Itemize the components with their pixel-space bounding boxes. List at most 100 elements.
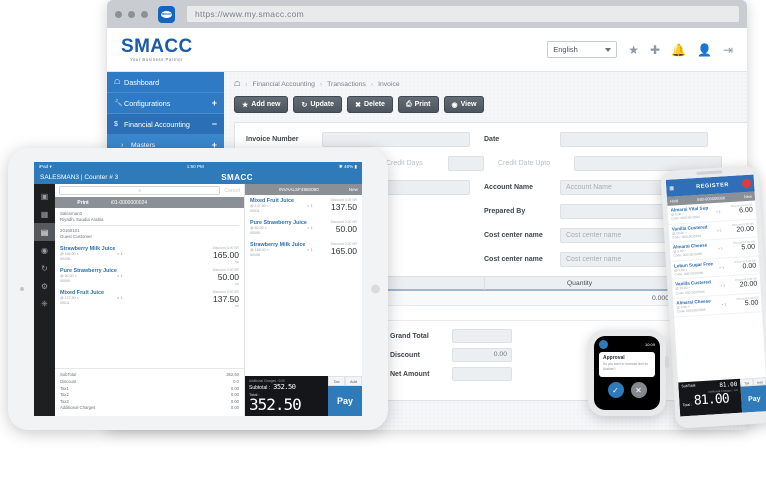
sidebar-item-financial-accounting[interactable]: $ Financial Accounting − [107, 114, 224, 135]
right-invoice-number: INVAALSF4950080 [279, 187, 319, 192]
card-icon[interactable]: ▦ [40, 209, 49, 219]
list-item[interactable]: Mixed Fruit Juice @ 137.50 × 00011 × 1 D… [55, 287, 244, 309]
total-label: Tax1 [60, 385, 69, 391]
pos-pay-tabs: Tax Add [328, 376, 362, 386]
star-icon[interactable]: ★ [628, 42, 639, 57]
refresh-icon[interactable]: ↻ [41, 263, 48, 273]
print-button[interactable]: Print [77, 199, 89, 206]
delete-button[interactable]: ✖ Delete [347, 96, 393, 113]
credit-days-input[interactable] [448, 156, 484, 171]
window-maximize-dot[interactable] [141, 10, 148, 18]
pos-amount-display: Additional Charges : 0.00 Subtotal : 352… [245, 376, 328, 416]
window-close-dot[interactable] [115, 10, 122, 18]
list-item[interactable]: Strawberry Milk Juice @ 165.00 × 00106 ×… [245, 239, 362, 261]
tax-tab[interactable]: Tax [328, 376, 345, 386]
grand-total-input[interactable] [452, 329, 512, 343]
breadcrumb-item-invoice[interactable]: Invoice [378, 80, 400, 88]
print-button[interactable]: ⎙ Print [397, 96, 439, 113]
sidebar-expand[interactable]: + [211, 140, 217, 150]
total-label: Discount [60, 379, 77, 385]
sidebar-collapse[interactable]: − [211, 119, 217, 129]
smartwatch-device: 10:09 Approval Do you want to increase l… [588, 330, 669, 416]
additional-charges-text: Additional Charges : 0.00 [249, 379, 285, 383]
new-button[interactable]: New [348, 187, 358, 192]
add-tab[interactable]: Add [345, 376, 362, 386]
total-row-net-amount: Net Amount [390, 367, 512, 381]
pos-right-panel: INVAALSF4950080 New Mixed Fruit Juice @ … [244, 184, 362, 416]
item-rate: @ 50.00 × [60, 274, 77, 278]
toolbar: ★ Add new ↻ Update ✖ Delete ⎙ Print ◉ [234, 96, 747, 113]
invoice-number-input[interactable] [322, 132, 470, 147]
plus-icon[interactable]: ✚ [649, 42, 661, 57]
hold-button[interactable]: Hold [669, 198, 679, 204]
item-price: 165.00 [331, 246, 357, 256]
tablet-home-button[interactable] [371, 284, 380, 294]
item-qty: × 1 [307, 247, 313, 252]
pos-search-bar: ⌕ Cancel [55, 184, 244, 197]
header-actions: English ★ ✚ 🔔 👤 ⇥ [547, 41, 733, 58]
sidebar-item-dashboard[interactable]: ☖ Dashboard [107, 72, 224, 93]
tablet-camera-icon [20, 287, 24, 291]
item-qty: × 1 [117, 295, 123, 300]
list-item[interactable]: Pure Strawberry Juice @ 50.00 × 00090 × … [245, 217, 362, 239]
pay-button[interactable]: Pay [740, 385, 766, 413]
search-input[interactable]: ⌕ [59, 186, 221, 195]
add-new-button[interactable]: ★ Add new [234, 96, 289, 113]
refresh-icon: ↻ [301, 101, 308, 109]
cart-icon[interactable] [741, 178, 752, 189]
grid-menu-icon[interactable]: ▦ [669, 184, 675, 192]
item-discount: Discount 0.00 SR [330, 242, 357, 246]
item-code: 00106 [250, 253, 260, 257]
item-qty: × 1 [716, 228, 722, 233]
logout-icon[interactable]: ⇥ [722, 42, 733, 57]
window-minimize-dot[interactable] [128, 10, 135, 18]
printer-icon[interactable]: ▤ [34, 223, 55, 241]
meta-customer: Guest Customer [60, 234, 92, 239]
user-icon[interactable]: 👤 [696, 42, 712, 57]
app-header: SMACC Your Business Partner English ★ ✚ … [107, 28, 747, 72]
total-label: Additional Charges [60, 405, 96, 411]
net-amount-input[interactable] [452, 367, 512, 381]
watch-notification-card: Approval Do you want to increase limit f… [599, 352, 655, 377]
brand-logo[interactable]: SMACC Your Business Partner [121, 37, 193, 62]
approve-button[interactable]: ✓ [607, 382, 624, 398]
date-input[interactable] [560, 132, 708, 147]
url-input[interactable]: https://www.my.smacc.com [187, 6, 739, 22]
sidebar-item-configurations[interactable]: 🔧 Configurations + [107, 93, 224, 114]
item-qty: × 1 [307, 225, 313, 230]
language-select[interactable]: English [547, 41, 618, 58]
item-qty: × 1 [715, 209, 721, 214]
list-item[interactable]: Pure Strawberry Juice @ 50.00 × 00090 × … [55, 265, 244, 287]
power-icon[interactable]: ⎈ [41, 299, 48, 308]
new-button[interactable]: New [743, 193, 753, 200]
home-icon[interactable]: ☖ [234, 81, 241, 88]
discount-input[interactable]: 0.00 [452, 348, 512, 362]
breadcrumb-item-financial-accounting[interactable]: Financial Accounting [252, 80, 315, 88]
site-favicon-icon: SMACC [158, 5, 175, 23]
total-row: Additional Charges 0.00 [60, 405, 239, 412]
pay-button[interactable]: Pay [328, 386, 362, 416]
language-value: English [553, 45, 578, 54]
gear-icon[interactable]: ⚙ [40, 281, 49, 291]
reject-button[interactable]: ✕ [630, 382, 647, 398]
cancel-button[interactable]: Cancel [224, 187, 240, 194]
sidebar-expand[interactable]: + [211, 98, 217, 108]
meta-date: 20160101 [60, 228, 80, 233]
chevron-down-icon [605, 47, 612, 52]
list-item[interactable]: Almarai Cheese @ 5.00 × Code: 0001901598… [673, 293, 762, 318]
pos-header: SALESMAN3 | Counter # 3 SMACC [34, 171, 362, 184]
watch-crown-button[interactable] [665, 356, 669, 368]
update-button[interactable]: ↻ Update [293, 96, 343, 113]
sidebar-item-label: Financial Accounting [124, 119, 190, 129]
credit-date-upto-input[interactable] [574, 156, 722, 171]
item-price: 0.00 [742, 262, 757, 271]
list-item[interactable]: Strawberry Milk Juice @ 165.00 × 00106 ×… [55, 243, 244, 265]
item-unit: SR [234, 304, 239, 308]
camera-icon[interactable]: ▣ [40, 191, 49, 201]
list-item[interactable]: Mixed Fruit Juice @ 137.50 × 00011 × 1 D… [245, 195, 362, 217]
breadcrumb-item-transactions[interactable]: Transactions [327, 80, 366, 88]
bell-icon[interactable]: 🔔 [671, 42, 686, 57]
view-button[interactable]: ◉ View [443, 96, 485, 113]
target-icon[interactable]: ◉ [41, 245, 48, 255]
pos-counter-label: SALESMAN3 | Counter # 3 [40, 174, 119, 181]
